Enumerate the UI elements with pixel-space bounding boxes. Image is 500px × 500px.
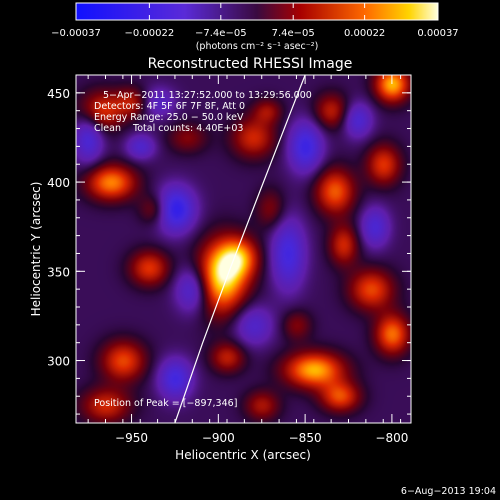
peak-position-label: Position of Peak = [−897,346]	[94, 398, 237, 409]
info-time-range: 5−Apr−2011 13:27:52.000 to 13:29:56.000	[103, 90, 312, 101]
y-axis-label: Heliocentric Y (arcsec)	[29, 182, 43, 317]
x-axis-label: Heliocentric X (arcsec)	[175, 448, 311, 462]
colorbar-tick-label: 7.4e−05	[272, 28, 315, 39]
observation-info: 5−Apr−2011 13:27:52.000 to 13:29:56.000 …	[94, 90, 312, 134]
x-tick-label: −800	[375, 431, 408, 445]
heatmap-image	[76, 75, 411, 423]
info-clean-counts: Clean Total counts: 4.40E+03	[94, 123, 243, 134]
colorbar-unit-label: (photons cm⁻² s⁻¹ asec⁻²)	[196, 41, 319, 52]
y-tick-label: 450	[47, 87, 70, 101]
chart-title: Reconstructed RHESSI Image	[148, 56, 353, 72]
plot-area: −950 −900 −850 −800 300 350 400 450	[47, 74, 412, 445]
solar-limb-curve	[174, 75, 306, 423]
info-detectors: Detectors: 4F 5F 6F 7F 8F, Att 0	[94, 101, 245, 112]
colorbar-ticks: −0.00037 −0.00022 −7.4e−05 7.4e−05 0.00022 0.…	[51, 3, 459, 39]
y-tick-label: 400	[47, 176, 70, 190]
colorbar: −0.00037 −0.00022 −7.4e−05 7.4e−05 0.00022 0.…	[51, 2, 459, 52]
colorbar-tick-label: −0.00022	[125, 28, 175, 39]
plot-frame	[75, 74, 412, 424]
x-tick-label: −850	[289, 431, 322, 445]
x-tick-label: −950	[115, 431, 148, 445]
axis-ticks: −950 −900 −850 −800 300 350 400 450	[47, 74, 411, 445]
colorbar-gradient	[75, 2, 439, 21]
colorbar-tick-label: 0.00037	[417, 28, 458, 39]
y-tick-label: 350	[47, 265, 70, 279]
info-energy-range: Energy Range: 25.0 − 50.0 keV	[94, 112, 244, 123]
colorbar-tick-label: −0.00037	[51, 28, 101, 39]
y-tick-label: 300	[47, 355, 70, 369]
colorbar-tick-label: −7.4e−05	[195, 28, 247, 39]
x-tick-label: −900	[202, 431, 235, 445]
footer-date: 6−Aug−2013 19:04	[401, 486, 496, 497]
colorbar-tick-label: 0.00022	[344, 28, 385, 39]
